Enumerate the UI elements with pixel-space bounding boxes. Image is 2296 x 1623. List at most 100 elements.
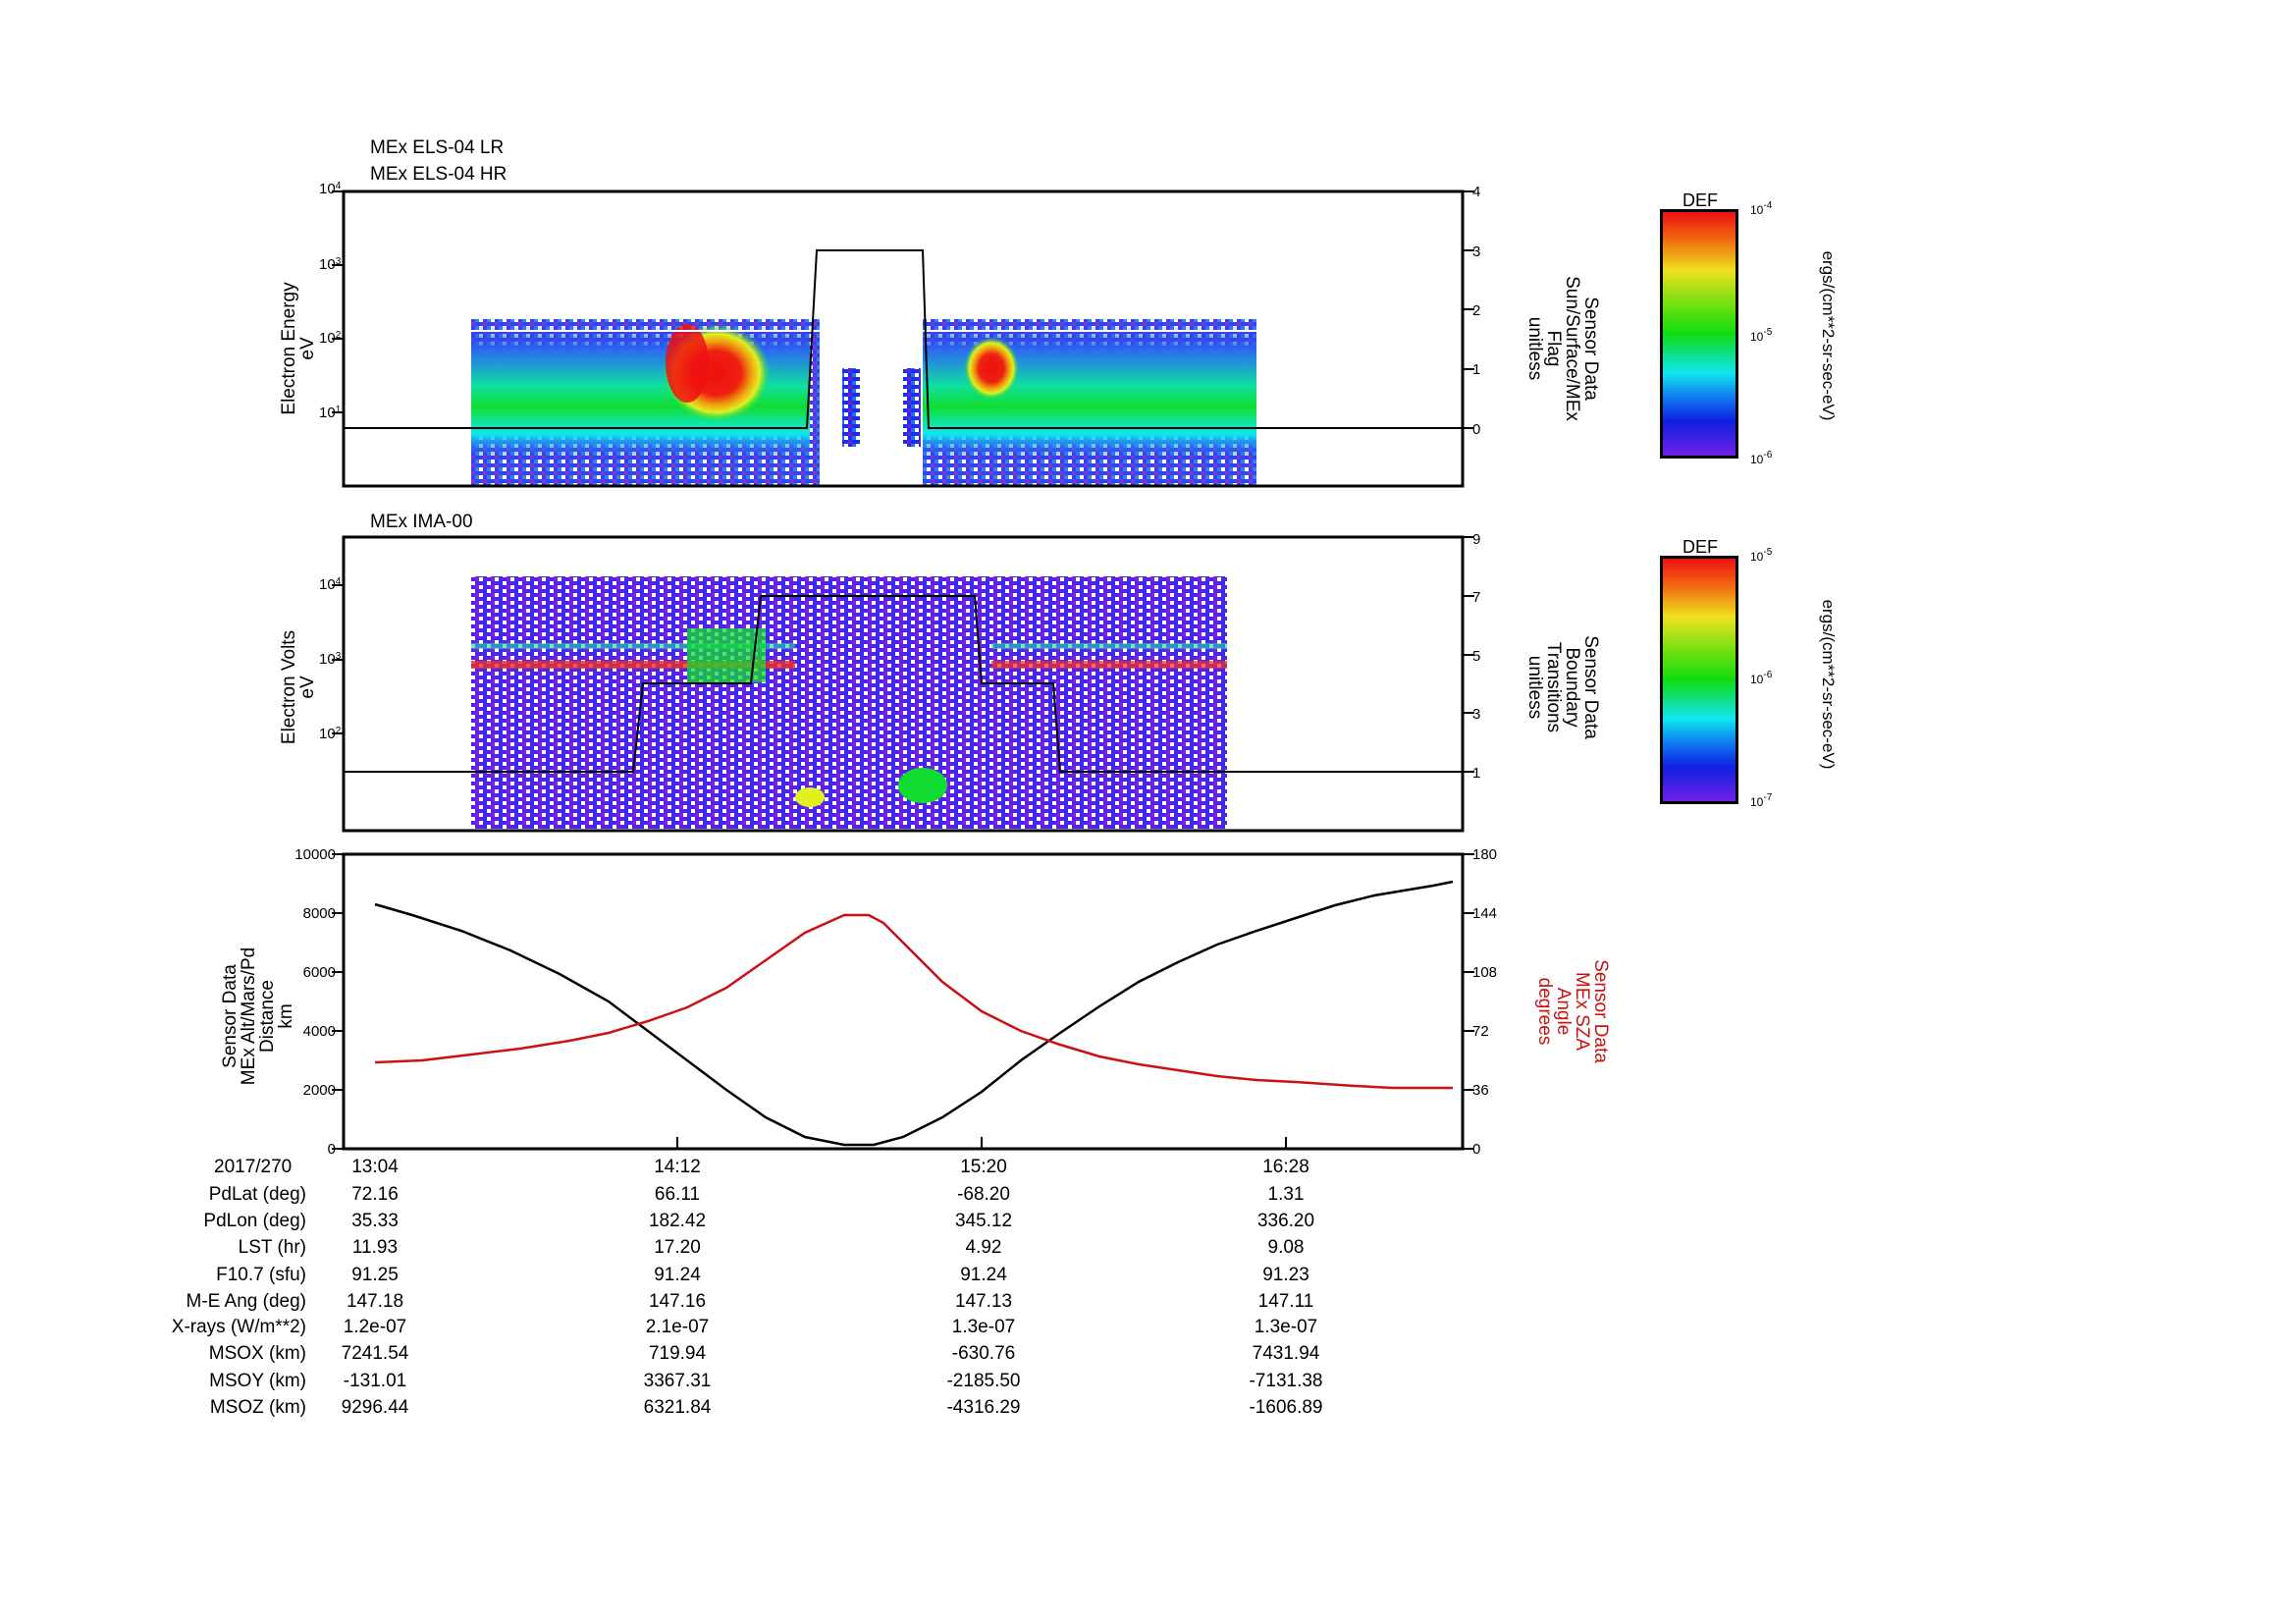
table-cell: 2.1e-07 [645,1317,710,1337]
table-cell: 6321.84 [643,1397,712,1418]
table-cell: 1.3e-07 [1254,1317,1318,1337]
ima-colorbar-tick-bottom: 10-7 [1750,792,1773,809]
ima-right-ytick-3: 3 [1472,706,1481,723]
ima-colorbar-tick-mid: 10-6 [1750,670,1773,686]
orbit-right-ytick-72: 72 [1472,1023,1489,1040]
orbit-right-ytick-144: 144 [1472,905,1498,922]
table-cell: -4316.29 [946,1397,1021,1418]
table-cell: 147.13 [954,1291,1013,1312]
ima-ytick-1e3: 103 [319,651,342,668]
ima-colorbar-tick-top: 10-5 [1750,547,1773,564]
ima-ytick-1e2: 102 [319,726,342,742]
orbit-right-ytick-36: 36 [1472,1082,1489,1099]
table-cell: 9.08 [1267,1237,1305,1258]
table-cell: 91.23 [1262,1265,1309,1285]
table-row-label: MSOY (km) [209,1371,306,1391]
table-cell: 719.94 [648,1343,707,1364]
table-cell: 7241.54 [341,1343,409,1364]
els-ytick-1e4: 104 [319,181,342,197]
table-row-label: X-rays (W/m**2) [171,1317,306,1337]
ima-ytick-1e4: 104 [319,576,342,593]
time-label-3: 15:20 [960,1157,1007,1177]
table-cell: -630.76 [951,1343,1016,1364]
table-cell: 91.24 [654,1265,701,1285]
table-cell: 17.20 [654,1237,701,1258]
table-cell: 1.31 [1267,1184,1305,1205]
ima-colorbar-title: DEF [1682,537,1718,557]
table-cell: -2185.50 [946,1371,1021,1391]
orbit-ytick-6000: 6000 [302,964,336,981]
orbit-right-ytick-0: 0 [1472,1141,1481,1158]
els-ytick-1e2: 102 [319,330,342,347]
time-label-1: 13:04 [351,1157,399,1177]
table-cell: 3367.31 [643,1371,712,1391]
ima-colorbar [1660,556,1738,804]
orbit-ytick-4000: 4000 [302,1023,336,1040]
ima-right-ytick-7: 7 [1472,589,1481,606]
table-cell: 9296.44 [341,1397,409,1418]
els-spectrogram [471,319,1256,486]
table-cell: -1606.89 [1249,1397,1323,1418]
orbit-ytick-10000: 10000 [294,846,336,863]
els-right-ytick-0: 0 [1472,421,1481,438]
ima-right-ytick-1: 1 [1472,765,1481,782]
els-right-ytick-4: 4 [1472,184,1481,200]
els-colorbar [1660,209,1738,459]
table-cell: 147.16 [648,1291,707,1312]
table-cell: 11.93 [351,1237,399,1258]
els-axis-ticks [332,190,1474,429]
els-right-ytick-1: 1 [1472,361,1481,378]
table-cell: 1.3e-07 [951,1317,1016,1337]
els-colorbar-tick-bottom: 10-6 [1750,450,1773,466]
table-cell: -7131.38 [1249,1371,1323,1391]
ima-axis-ticks [332,536,1474,773]
ima-spectrogram [471,576,1227,829]
table-cell: 1.2e-07 [343,1317,407,1337]
table-cell: 345.12 [954,1211,1013,1231]
table-cell: 336.20 [1256,1211,1315,1231]
ima-title: MEx IMA-00 [370,512,473,532]
els-ytick-1e3: 103 [319,256,342,273]
orbit-right-ytick-180: 180 [1472,846,1498,863]
table-cell: 91.24 [960,1265,1007,1285]
ima-boundary-line [344,595,1463,773]
orbit-ytick-8000: 8000 [302,905,336,922]
els-right-ytick-3: 3 [1472,243,1481,260]
els-colorbar-tick-top: 10-4 [1750,200,1773,217]
table-row-label: PdLon (deg) [203,1211,306,1231]
table-row-label: M-E Ang (deg) [186,1291,307,1312]
table-row-label: MSOX (km) [208,1343,306,1364]
els-right-ytick-2: 2 [1472,302,1481,319]
orbit-axis-ticks [332,853,1474,1150]
table-row-label: F10.7 (sfu) [216,1265,306,1285]
els-colorbar-tick-mid: 10-5 [1750,327,1773,344]
table-cell: -68.20 [957,1184,1010,1205]
table-cell: -131.01 [343,1371,407,1391]
table-cell: 72.16 [351,1184,399,1205]
table-cell: 4.92 [965,1237,1002,1258]
table-cell: 182.42 [648,1211,707,1231]
table-row-label: MSOZ (km) [209,1397,306,1418]
els-title-line-1: MEx ELS-04 LR [370,137,505,158]
table-cell: 147.11 [1257,1291,1314,1312]
orbit-ytick-0: 0 [327,1141,336,1158]
table-cell: 147.18 [346,1291,404,1312]
date-label: 2017/270 [214,1157,293,1177]
sza-line [374,913,1453,1090]
table-cell: 35.33 [351,1211,399,1231]
altitude-line [374,880,1454,1147]
ima-right-ytick-5: 5 [1472,648,1481,665]
els-colorbar-title: DEF [1682,190,1718,210]
table-row-label: LST (hr) [238,1237,306,1258]
time-label-4: 16:28 [1262,1157,1309,1177]
orbit-right-ytick-108: 108 [1472,964,1498,981]
ima-right-ytick-9: 9 [1472,531,1481,548]
time-label-2: 14:12 [654,1157,701,1177]
els-flag-line [344,249,1463,429]
els-title-line-2: MEx ELS-04 HR [370,164,507,185]
orbit-ytick-2000: 2000 [302,1082,336,1099]
els-ytick-1e1: 101 [319,405,342,421]
table-row-label: PdLat (deg) [208,1184,306,1205]
table-cell: 91.25 [351,1265,399,1285]
